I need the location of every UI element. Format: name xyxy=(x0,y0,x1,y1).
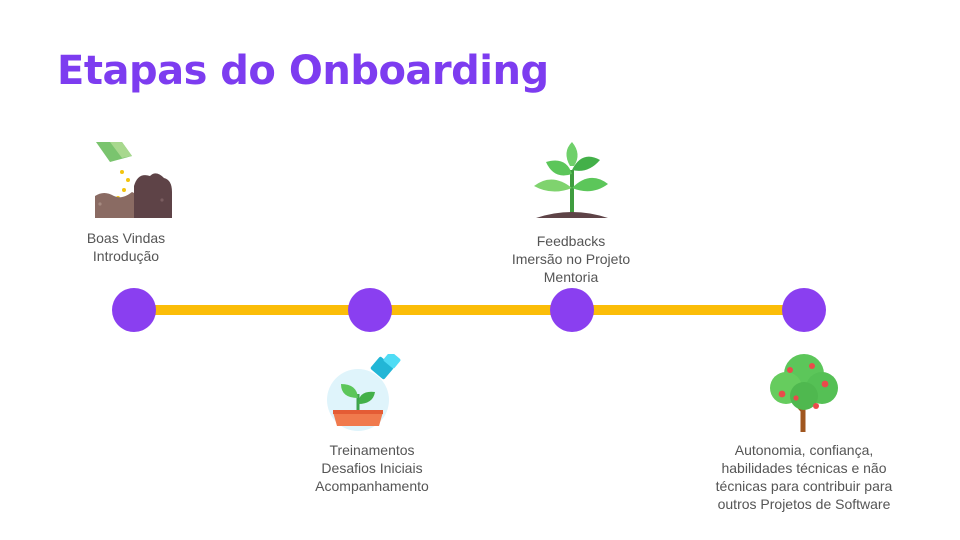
stage-2-line-3: Acompanhamento xyxy=(315,478,429,494)
stage-1-node xyxy=(112,288,156,332)
stage-1-line-1: Boas Vindas xyxy=(86,230,166,246)
stage-4-caption: Autonomia, confiança, habilidades técnic… xyxy=(706,441,902,513)
fruit-tree-icon xyxy=(770,354,838,432)
plant-icon xyxy=(534,142,608,218)
stage-4-text: Autonomia, confiança, habilidades técnic… xyxy=(715,442,893,512)
stage-3-line-3: Mentoria xyxy=(543,269,599,285)
stage-3-caption: Feedbacks Imersão no Projeto Mentoria xyxy=(461,232,681,286)
stage-2-caption: Treinamentos Desafios Iniciais Acompanha… xyxy=(262,441,482,495)
stage-2-line-2: Desafios Iniciais xyxy=(321,460,423,476)
stage-2-line-1: Treinamentos xyxy=(329,442,415,458)
stage-3-line-1: Feedbacks xyxy=(536,233,606,249)
stage-3-line-2: Imersão no Projeto xyxy=(511,251,631,267)
sprout-flask-icon xyxy=(327,354,401,431)
stage-3-node xyxy=(550,288,594,332)
timeline-line xyxy=(134,305,804,315)
stage-1-line-2: Introdução xyxy=(92,248,160,264)
page-title: Etapas do Onboarding xyxy=(57,48,549,94)
soil-seeding-icon xyxy=(95,142,172,218)
stage-2-node xyxy=(348,288,392,332)
stage-4-node xyxy=(782,288,826,332)
stage-1-caption: Boas Vindas Introdução xyxy=(16,229,236,265)
